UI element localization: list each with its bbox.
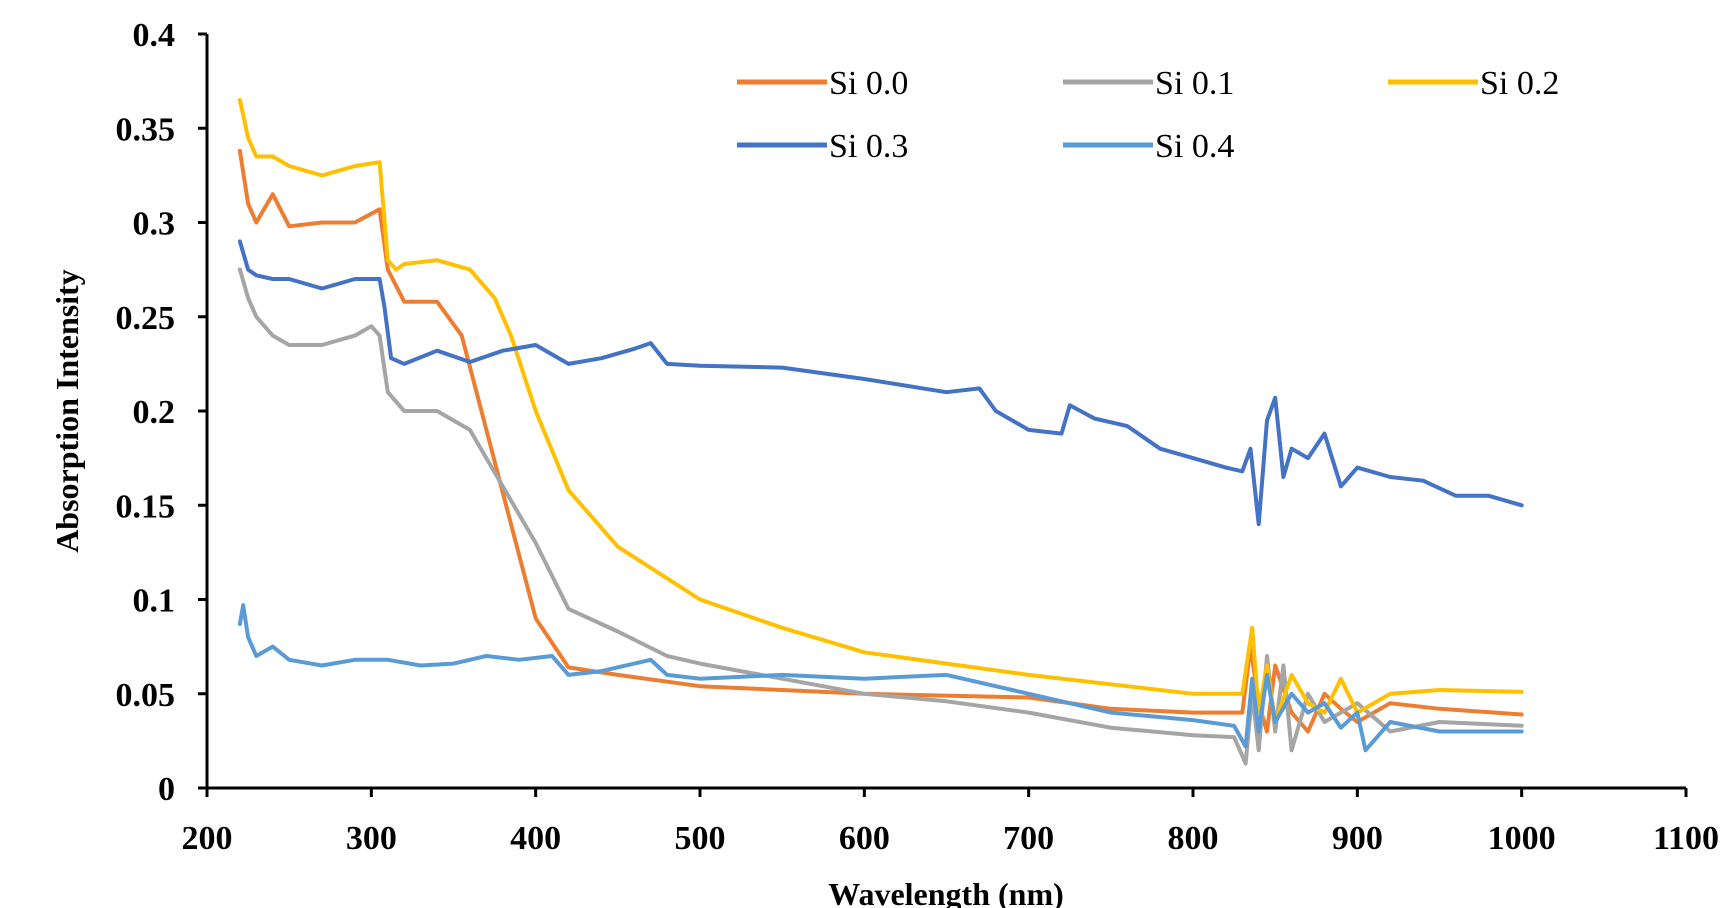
x-tick-label: 500 xyxy=(675,820,726,857)
axis-ticks: 200 300 400 500 600 700 800 900 1000 1100 0 0.05 0.1… xyxy=(116,17,1720,857)
y-tick-label: 0.15 xyxy=(116,488,176,525)
series-line-si-0-0 xyxy=(237,148,1524,734)
x-tick-label: 200 xyxy=(182,820,233,857)
y-tick-label: 0.05 xyxy=(116,677,176,714)
y-tick-label: 0.1 xyxy=(133,583,176,620)
x-tick-label: 700 xyxy=(1003,820,1054,857)
x-tick-label: 300 xyxy=(346,820,397,857)
x-tick-label: 600 xyxy=(839,820,890,857)
legend-item: Si 0.1 xyxy=(1063,65,1234,102)
legend-label: Si 0.3 xyxy=(829,128,908,165)
y-tick-label: 0.35 xyxy=(116,111,176,148)
y-tick-label: 0.25 xyxy=(116,300,176,337)
x-tick-label: 1100 xyxy=(1653,820,1719,857)
legend-label: Si 0.1 xyxy=(1155,65,1234,102)
series-line-si-0-2 xyxy=(237,98,1524,724)
legend-label: Si 0.4 xyxy=(1155,128,1234,165)
x-tick-label: 800 xyxy=(1168,820,1219,857)
plot-lines xyxy=(237,98,1524,766)
x-tick-label: 900 xyxy=(1332,820,1383,857)
legend-item: Si 0.4 xyxy=(1063,128,1234,165)
series-line-si-0-4 xyxy=(237,603,1524,753)
x-axis-title: Wavelength (nm) xyxy=(828,876,1064,908)
legend-label: Si 0.0 xyxy=(829,65,908,102)
y-tick-label: 0.2 xyxy=(133,394,176,431)
series-line-si-0-3 xyxy=(237,239,1524,527)
y-tick-label: 0.4 xyxy=(133,17,176,54)
legend: Si 0.0 Si 0.1 Si 0.2 Si 0.3 Si 0.4 xyxy=(737,65,1559,165)
legend-item: Si 0.2 xyxy=(1388,65,1559,102)
y-tick-label: 0.3 xyxy=(133,206,176,243)
x-tick-label: 400 xyxy=(510,820,561,857)
legend-item: Si 0.3 xyxy=(737,128,908,165)
series-line-si-0-1 xyxy=(237,267,1524,766)
legend-label: Si 0.2 xyxy=(1480,65,1559,102)
y-axis-title: Absorption Intensity xyxy=(49,269,85,553)
y-tick-label: 0 xyxy=(158,771,175,808)
legend-item: Si 0.0 xyxy=(737,65,908,102)
x-tick-label: 1000 xyxy=(1488,820,1556,857)
